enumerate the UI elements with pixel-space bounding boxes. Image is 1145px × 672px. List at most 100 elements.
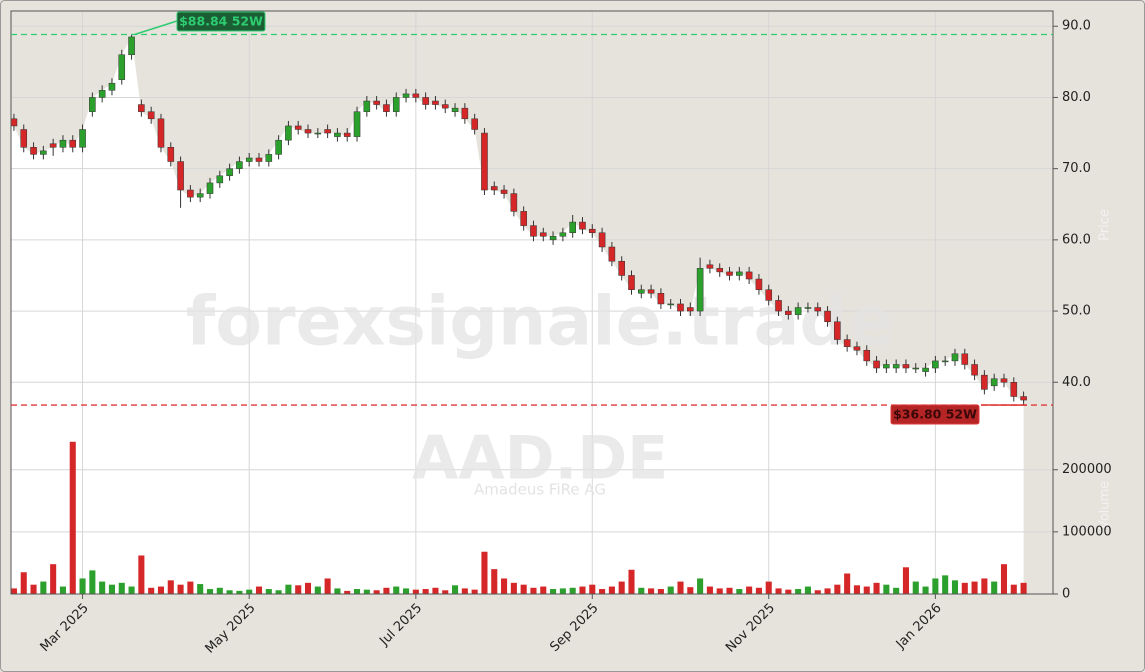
volume-bar (981, 578, 988, 594)
volume-bar (89, 570, 96, 594)
candle-body (10, 118, 18, 127)
candle-body (736, 271, 743, 276)
volume-bar (10, 588, 17, 594)
volume-bar (216, 587, 223, 594)
candle-body (471, 118, 478, 130)
candle-body (461, 107, 469, 120)
candle-body (314, 132, 322, 135)
volume-bar (432, 587, 439, 594)
candle-body (1000, 378, 1008, 383)
candle-body (598, 232, 606, 248)
candle-body (520, 211, 527, 226)
volume-bar (628, 569, 635, 594)
candle-body (932, 360, 939, 369)
volume-bar (30, 584, 37, 594)
candle-body (559, 232, 567, 237)
candle-body (755, 278, 763, 290)
candle-body (383, 104, 390, 112)
volume-bar (726, 587, 733, 594)
volume-bar (304, 582, 312, 594)
volume-bar (295, 585, 302, 594)
candle-body (167, 147, 175, 162)
volume-bar (393, 586, 400, 594)
volume-bar (383, 587, 390, 594)
volume-bar (471, 589, 478, 594)
volume-bar (314, 586, 321, 594)
y-tick-label: 40.0 (1062, 375, 1091, 390)
volume-bar (971, 581, 978, 594)
candle-body (265, 154, 273, 162)
volume-bar (442, 590, 449, 594)
candle-body (216, 175, 224, 184)
candle-body (128, 36, 135, 55)
candle-body (138, 104, 145, 112)
candle-body (324, 129, 331, 134)
volume-bar (1010, 584, 1017, 594)
volume-bar (138, 555, 145, 594)
candle-body (647, 289, 655, 294)
volume-bar (501, 578, 508, 594)
candle-body (490, 186, 498, 191)
volume-bar (69, 441, 76, 594)
volume-bar (373, 590, 380, 594)
candle-body (834, 321, 841, 340)
candle-body (667, 303, 674, 306)
volume-bar (324, 578, 331, 594)
annotation-box (176, 11, 266, 32)
candle-body (20, 129, 28, 148)
candle-body (422, 97, 429, 105)
candle-body (706, 264, 714, 269)
volume-bar (804, 586, 811, 594)
candle-body (500, 189, 508, 194)
volume-bar (765, 581, 772, 594)
volume-bar (883, 584, 890, 594)
volume-bar (40, 581, 47, 594)
volume-bar (618, 581, 625, 594)
candle-body (765, 289, 773, 301)
volume-bar (961, 582, 968, 594)
candle-body (941, 360, 949, 363)
candle-body (363, 100, 371, 112)
candle-body (971, 364, 978, 376)
volume-bar (363, 589, 370, 594)
candle-body (1020, 396, 1027, 401)
volume-bar (657, 589, 664, 594)
watermark: forexsignale.trade (186, 283, 895, 362)
candle-body (206, 182, 214, 194)
volume-bar (226, 590, 233, 594)
candle-body (628, 275, 635, 290)
volume-bar (873, 582, 880, 594)
volume-bar (912, 581, 919, 594)
volume-bar (991, 581, 998, 594)
volume-bar (795, 589, 802, 594)
candle-body (716, 268, 724, 273)
candle-body (873, 360, 880, 369)
volume-bar (638, 587, 645, 594)
volume-bar (706, 586, 713, 594)
volume-bar (550, 589, 557, 594)
candle-body (451, 107, 459, 112)
volume-bar (265, 589, 272, 594)
candle-body (255, 157, 263, 162)
candle-body (775, 300, 782, 312)
volume-bar (530, 587, 537, 594)
candle-body (69, 139, 77, 148)
volume-bar (50, 564, 57, 594)
candle-body (59, 139, 67, 148)
volume-bar (824, 588, 831, 594)
y-tick-label: 80.0 (1062, 90, 1091, 105)
candle-body (334, 132, 341, 137)
volume-bar (334, 588, 341, 594)
annotation-box (890, 404, 980, 425)
candle-body (990, 378, 998, 387)
candle-body (794, 307, 802, 315)
volume-bar (412, 589, 419, 594)
y-tick-label: 70.0 (1062, 161, 1091, 176)
candle-body (392, 97, 400, 112)
candle-body (285, 125, 292, 141)
candle-body (432, 100, 439, 105)
volume-bar (255, 586, 263, 594)
candle-body (912, 367, 920, 370)
candle-body (245, 157, 253, 162)
